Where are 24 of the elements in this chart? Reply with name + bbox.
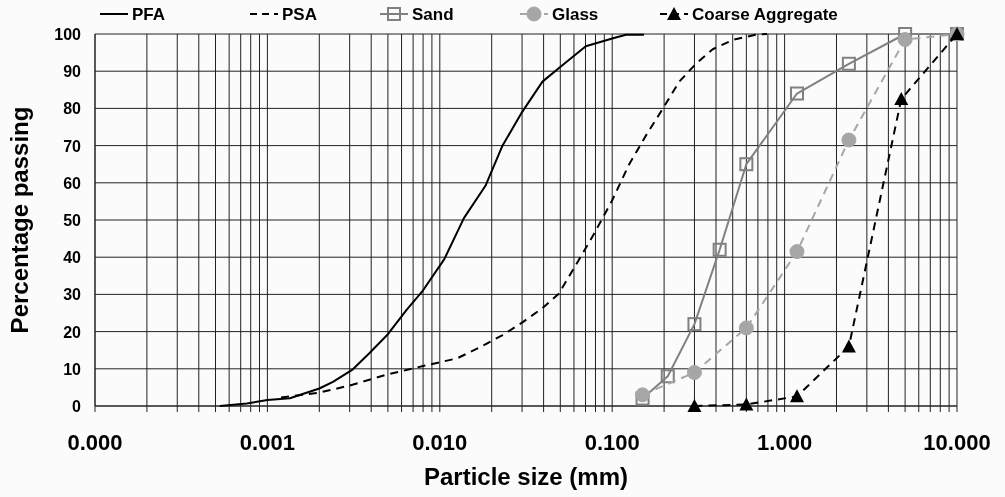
x-tick-label: 0.010 — [412, 430, 468, 455]
legend-label: PFA — [132, 5, 166, 24]
y-tick-label: 30 — [63, 286, 82, 304]
y-tick-label: 100 — [54, 26, 82, 43]
y-tick-label: 60 — [63, 174, 82, 192]
y-tick-label: 90 — [63, 63, 82, 81]
y-tick-label: 50 — [63, 212, 82, 229]
legend-label: Coarse Aggregate — [692, 5, 838, 24]
legend-label: Sand — [412, 5, 454, 24]
x-tick-label: 0.000 — [67, 430, 123, 455]
y-tick-label: 40 — [63, 249, 82, 267]
x-tick-label: 0.001 — [239, 430, 295, 455]
x-tick-label: 10.000 — [923, 430, 991, 455]
x-tick-label: 0.100 — [584, 430, 640, 455]
y-axis-title: Percentage passing — [6, 106, 33, 334]
y-tick-label: 70 — [63, 137, 82, 155]
x-tick-label: 1.000 — [757, 430, 813, 455]
y-tick-label: 20 — [63, 323, 82, 341]
y-tick-label: 80 — [63, 100, 82, 118]
y-tick-label: 0 — [72, 398, 82, 415]
legend-label: PSA — [282, 5, 317, 24]
y-tick-label: 10 — [63, 360, 82, 378]
legend-label: Glass — [552, 5, 599, 24]
x-axis-title: Particle size (mm) — [423, 463, 629, 490]
